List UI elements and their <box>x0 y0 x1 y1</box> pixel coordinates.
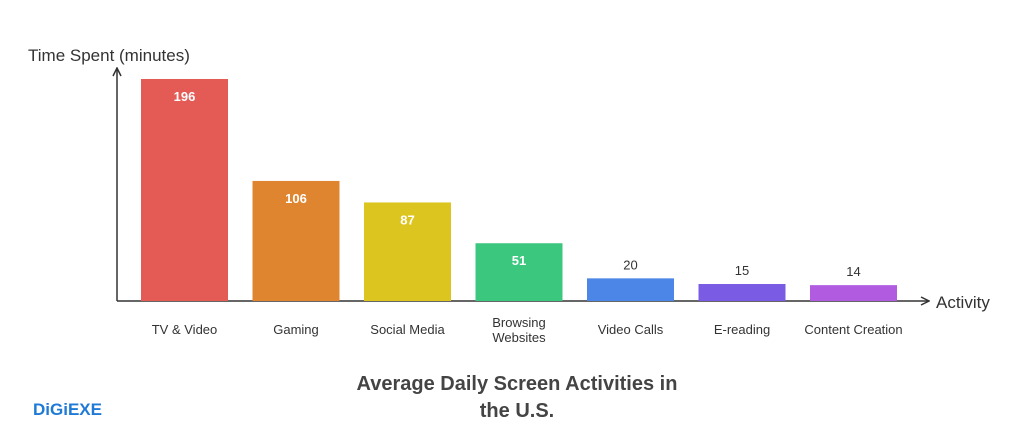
data-label: 51 <box>512 253 526 268</box>
x-tick-label: Websites <box>492 330 546 345</box>
data-label: 87 <box>400 212 414 227</box>
chart-title-line-1: Average Daily Screen Activities in <box>357 373 678 395</box>
x-tick-label: E-reading <box>714 322 770 337</box>
x-tick-label: Content Creation <box>804 322 902 337</box>
data-label: 15 <box>735 263 749 278</box>
x-axis-label: Activity <box>936 293 990 312</box>
x-tick-label: Video Calls <box>598 322 664 337</box>
x-tick-label: Browsing <box>492 315 545 330</box>
chart-title-line-2: the U.S. <box>480 400 554 422</box>
bar-6 <box>810 285 897 301</box>
bar-5 <box>698 284 786 301</box>
bar-1 <box>252 180 340 301</box>
data-label: 196 <box>174 89 196 104</box>
data-label: 14 <box>846 264 860 279</box>
bar-0 <box>141 79 228 301</box>
y-axis-label: Time Spent (minutes) <box>28 46 190 65</box>
x-tick-label: Social Media <box>370 322 445 337</box>
bar-2 <box>364 202 451 301</box>
data-label: 106 <box>285 191 307 206</box>
x-tick-label: Gaming <box>273 322 319 337</box>
bar-3 <box>475 243 563 301</box>
x-tick-label: TV & Video <box>152 322 218 337</box>
logo: DiGiEXE <box>33 400 102 419</box>
data-label: 20 <box>623 257 637 272</box>
bar-4 <box>587 278 674 301</box>
